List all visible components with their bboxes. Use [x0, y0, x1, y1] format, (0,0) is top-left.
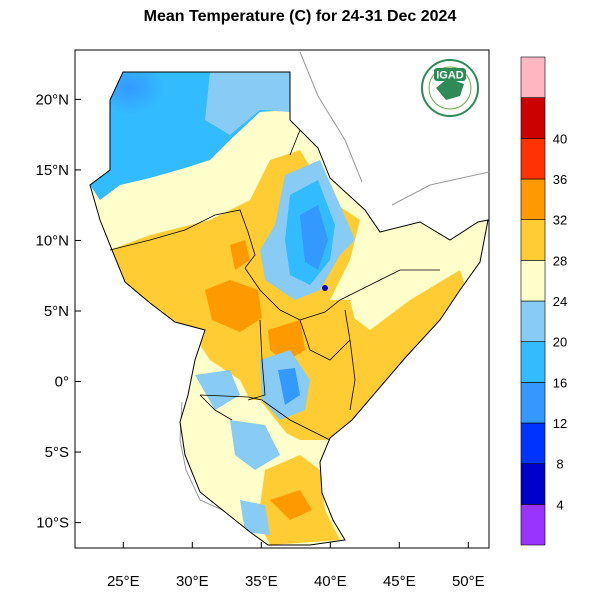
lon-tick-label: 25°E: [107, 573, 140, 590]
colorbar-swatch: [520, 422, 546, 464]
lat-tick-label: 0°: [55, 374, 69, 391]
colorbar-label: 24: [553, 294, 567, 309]
colorbar-swatch: [520, 341, 546, 383]
colorbar-swatch: [520, 178, 546, 220]
colorbar-label: 28: [553, 253, 567, 268]
lat-tick-label: 5°S: [45, 444, 69, 461]
colorbar-swatch: [520, 300, 546, 342]
colorbar-label: 12: [553, 416, 567, 431]
outer-border-line: [299, 51, 363, 183]
colorbar-swatch: [520, 138, 546, 180]
colorbar-swatch: [520, 463, 546, 505]
colorbar-swatch: [520, 260, 546, 302]
lat-tick-label: 10°N: [35, 232, 69, 249]
lat-tick-label: 15°N: [35, 162, 69, 179]
lon-tick-label: 30°E: [176, 573, 209, 590]
map-title: Mean Temperature (C) for 24-31 Dec 2024: [143, 8, 457, 25]
colorbar-label: 4: [556, 497, 563, 512]
country-borders: [109, 129, 440, 441]
colorbar-swatch: [520, 97, 546, 139]
lat-tick-label: 20°N: [35, 91, 69, 108]
colorbar-label: 36: [553, 172, 567, 187]
outer-border-line: [391, 171, 489, 206]
colorbar: 4 8 12 16 20 24 28 32 36 40: [520, 56, 567, 546]
logo-label: IGAD: [436, 70, 464, 82]
colorbar-swatch: [520, 219, 546, 261]
colorbar-label: 32: [553, 213, 567, 228]
igad-logo: IGAD: [421, 59, 479, 117]
colorbar-label: 8: [556, 457, 563, 472]
lon-tick-label: 45°E: [383, 573, 416, 590]
colorbar-label: 20: [553, 335, 567, 350]
lat-tick-label: 10°S: [36, 515, 69, 532]
colorbar-swatch: [520, 504, 546, 546]
lon-tick-label: 40°E: [314, 573, 347, 590]
lon-tick-label: 35°E: [245, 573, 278, 590]
lat-tick-label: 5°N: [44, 303, 69, 320]
lon-tick-label: 50°E: [452, 573, 485, 590]
colorbar-swatch: [520, 382, 546, 424]
colorbar-label: 40: [553, 131, 567, 146]
colorbar-label: 16: [553, 375, 567, 390]
colorbar-swatch: [520, 56, 546, 98]
